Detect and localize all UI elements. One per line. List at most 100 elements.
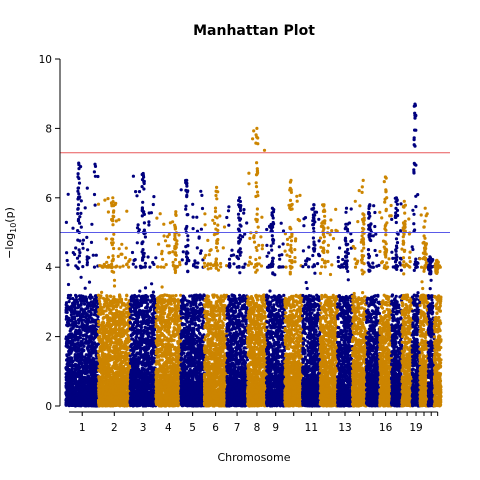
snp-point [95, 254, 98, 257]
snp-point [131, 323, 134, 326]
snp-point [90, 404, 93, 407]
snp-point [133, 397, 136, 400]
snp-point [111, 254, 114, 257]
snp-point [111, 350, 114, 353]
snp-point [142, 187, 145, 190]
snp-point [107, 346, 110, 349]
snp-point [109, 295, 112, 298]
snp-point [74, 404, 77, 407]
snp-point [129, 396, 132, 399]
snp-point [136, 313, 139, 316]
snp-point [151, 297, 154, 300]
snp-point [79, 212, 82, 215]
snp-point [144, 306, 147, 309]
snp-point [117, 384, 120, 387]
snp-point [72, 312, 75, 315]
snp-point [84, 206, 87, 209]
snp-point [114, 313, 117, 316]
snp-point [93, 382, 96, 385]
snp-point [68, 391, 71, 394]
snp-point [75, 397, 78, 400]
snp-point [124, 303, 127, 306]
snp-point [94, 375, 97, 378]
snp-point [87, 256, 90, 259]
snp-point [94, 175, 97, 178]
snp-point [103, 199, 106, 202]
snp-point [93, 311, 96, 314]
snp-point [142, 347, 145, 350]
snp-point [80, 226, 83, 229]
snp-point [120, 299, 123, 302]
snp-point [136, 351, 139, 354]
snp-point [84, 329, 87, 332]
snp-point [84, 312, 87, 315]
snp-point [65, 311, 68, 314]
snp-point [94, 327, 97, 330]
snp-point [154, 256, 157, 259]
snp-point [119, 356, 122, 359]
snp-point [131, 304, 134, 307]
snp-point [120, 366, 123, 369]
chromosome-1-points [64, 162, 100, 408]
snp-point [88, 281, 91, 284]
snp-point [140, 400, 143, 403]
snp-point [86, 305, 89, 308]
snp-point [103, 382, 106, 385]
snp-point [65, 372, 68, 375]
snp-point [93, 403, 96, 406]
snp-point [90, 307, 93, 310]
snp-point [71, 396, 74, 399]
snp-point [111, 223, 114, 226]
snp-point [118, 294, 121, 297]
snp-point [122, 334, 125, 337]
snp-point [115, 397, 118, 400]
snp-point [133, 358, 136, 361]
snp-point [82, 239, 85, 242]
snp-point [112, 215, 115, 218]
snp-point [82, 359, 85, 362]
snp-point [81, 324, 84, 327]
snp-point [126, 312, 129, 315]
snp-point [119, 253, 122, 256]
snp-point [112, 241, 115, 244]
snp-point [145, 329, 148, 332]
snp-point [138, 342, 141, 345]
snp-point [120, 344, 123, 347]
snp-point [130, 403, 133, 406]
snp-point [143, 397, 146, 400]
snp-point [120, 381, 123, 384]
snp-point [146, 339, 149, 342]
snp-point [83, 371, 86, 374]
snp-point [80, 352, 83, 355]
snp-point [130, 299, 133, 302]
snp-point [151, 303, 154, 306]
snp-point [82, 337, 85, 340]
chart-title: Manhattan Plot [193, 23, 315, 39]
snp-point [117, 367, 120, 370]
snp-point [107, 339, 110, 342]
snp-point [68, 318, 71, 321]
snp-point [75, 313, 78, 316]
snp-point [117, 255, 120, 258]
snp-point [143, 221, 146, 224]
snp-point [119, 389, 122, 392]
snp-point [145, 387, 148, 390]
snp-point [151, 351, 154, 354]
snp-point [142, 310, 145, 313]
snp-point [150, 331, 153, 334]
snp-point [92, 351, 95, 354]
snp-point [74, 363, 77, 366]
snp-point [113, 385, 116, 388]
snp-point [75, 295, 78, 298]
snp-point [142, 379, 145, 382]
snp-point [93, 303, 96, 306]
snp-point [112, 233, 115, 236]
snp-point [126, 346, 129, 349]
snp-point [69, 357, 72, 360]
snp-point [103, 328, 106, 331]
snp-point [109, 266, 112, 269]
snp-point [144, 262, 147, 265]
snp-point [116, 356, 119, 359]
snp-point [141, 248, 144, 251]
snp-point [110, 263, 113, 266]
